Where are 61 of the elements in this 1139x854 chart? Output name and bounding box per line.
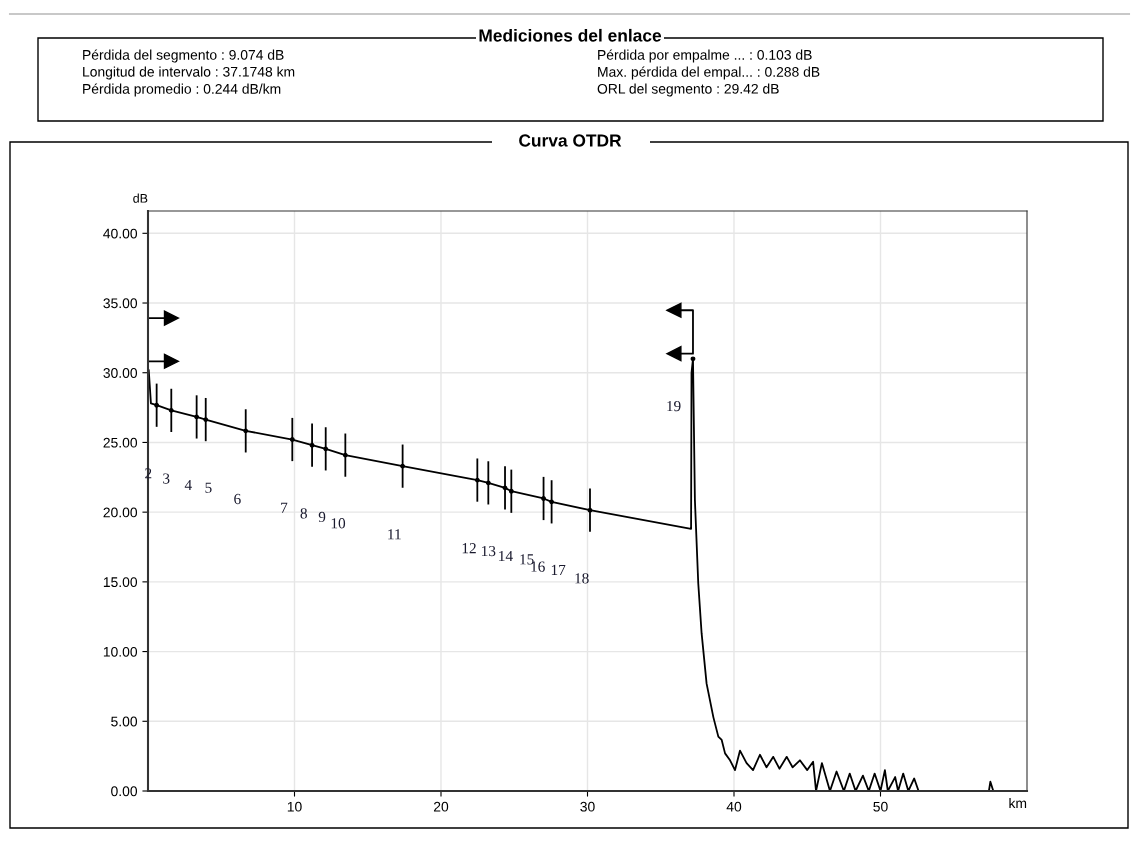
- point: [508, 488, 514, 494]
- y-axis-title: dB: [133, 193, 148, 203]
- point: [168, 407, 174, 413]
- text: ORL del segmento : 29.42 dB: [597, 83, 779, 97]
- annotation: 13: [482, 545, 496, 557]
- annotation: 18: [575, 573, 589, 584]
- annotation: 11: [388, 529, 401, 540]
- chart-subtitle: Curva OTDR: [519, 134, 622, 147]
- text: Max. pérdida del empal... : 0.288 dB: [598, 66, 820, 80]
- text: Longitud de intervalo : 37.1748 km: [83, 66, 295, 80]
- y-tick-label: 20.00: [103, 507, 138, 518]
- point: [163, 353, 180, 369]
- point: [154, 402, 160, 408]
- point: [474, 477, 480, 483]
- point: [666, 345, 682, 362]
- point: [194, 414, 200, 420]
- annotation: 4: [184, 479, 192, 491]
- point: [502, 485, 508, 491]
- point: [203, 417, 209, 422]
- point: [587, 507, 593, 513]
- x-tick-label: 30: [580, 801, 595, 812]
- chart-title: Mediciones del enlace: [479, 28, 662, 42]
- point: [400, 463, 406, 469]
- text: Pérdida por empalme ... : 0.103 dB: [598, 49, 812, 63]
- text: Pérdida promedio : 0.244 dB/km: [83, 83, 281, 97]
- annotation: 12: [462, 543, 476, 554]
- point: [243, 428, 249, 434]
- annotation: 9: [318, 511, 326, 523]
- point: [690, 356, 696, 362]
- y-tick-label: 5.00: [111, 716, 138, 727]
- y-tick-label: 40.00: [103, 228, 138, 239]
- annotation: 14: [499, 550, 513, 562]
- y-tick-label: 15.00: [103, 577, 138, 588]
- x-axis-title: km: [1009, 797, 1027, 809]
- point: [485, 480, 491, 486]
- annotation: 7: [281, 502, 288, 513]
- point: [163, 310, 180, 326]
- annotation: 17: [551, 564, 566, 575]
- point: [666, 302, 682, 318]
- point: [289, 437, 295, 442]
- point: [323, 446, 329, 452]
- annotation: 3: [163, 473, 170, 484]
- point: [541, 496, 546, 501]
- x-tick-label: 20: [433, 801, 449, 812]
- annotation: 5: [205, 482, 212, 493]
- y-tick-label: 10.00: [103, 646, 138, 657]
- annotation: 10: [331, 518, 346, 529]
- y-tick-label: 25.00: [103, 437, 138, 448]
- annotation: 6: [234, 493, 241, 505]
- x-tick-label: 40: [726, 801, 742, 812]
- x-tick-label: 10: [287, 801, 302, 812]
- point: [342, 452, 348, 458]
- text: Pérdida del segmento : 9.074 dB: [83, 49, 284, 63]
- y-tick-label: 0.00: [111, 786, 138, 797]
- y-tick-label: 35.00: [103, 298, 138, 309]
- annotation: 8: [300, 508, 307, 519]
- y-tick-label: 30.00: [103, 368, 138, 378]
- point: [309, 442, 315, 448]
- x-tick-label: 50: [873, 801, 888, 812]
- point: [549, 499, 555, 505]
- annotation: 19: [667, 400, 681, 412]
